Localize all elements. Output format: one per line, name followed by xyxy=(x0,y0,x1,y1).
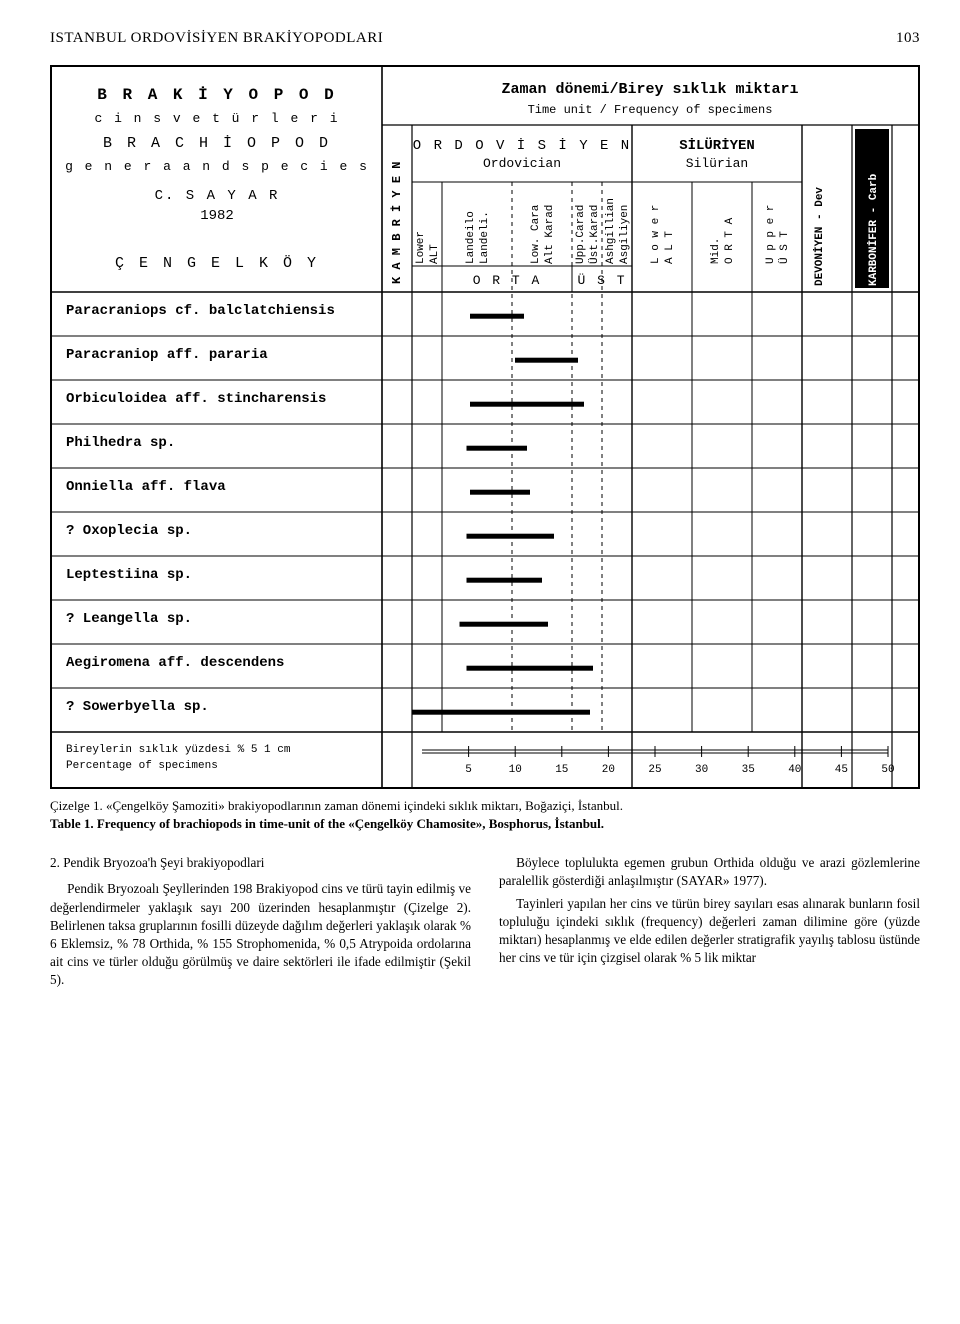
svg-text:Time unit / Frequency of: Time unit / Frequency of specimens xyxy=(528,103,773,117)
svg-text:40: 40 xyxy=(788,764,801,776)
svg-text:Ü S T: Ü S T xyxy=(778,231,791,264)
figure-caption: Çizelge 1. «Çengelköy Şamoziti» brakiyop… xyxy=(50,797,920,832)
svg-text:Zaman dönemi/Birey sıklık mikt: Zaman dönemi/Birey sıklık miktarı xyxy=(501,81,798,98)
paragraph: Tayinleri yapılan her cins ve türün bire… xyxy=(499,895,920,968)
svg-text:1982: 1982 xyxy=(200,208,234,224)
svg-text:10: 10 xyxy=(509,764,522,776)
svg-text:? Leangella sp.: ? Leangella sp. xyxy=(66,611,192,627)
svg-text:5: 5 xyxy=(465,764,472,776)
svg-text:Alt Karad: Alt Karad xyxy=(544,205,556,264)
svg-text:Üst.Karad: Üst.Karad xyxy=(588,205,601,264)
svg-text:ALT: ALT xyxy=(429,244,441,264)
svg-text:Philhedra sp.: Philhedra sp. xyxy=(66,435,175,451)
svg-text:L o w e r: L o w e r xyxy=(650,205,662,264)
svg-text:? Oxoplecia sp.: ? Oxoplecia sp. xyxy=(66,523,192,539)
svg-text:Ashgillian: Ashgillian xyxy=(605,198,617,264)
svg-text:Upp.Carad: Upp.Carad xyxy=(575,205,587,264)
svg-text:? Sowerbyella sp.: ? Sowerbyella sp. xyxy=(66,699,209,715)
page-number: 103 xyxy=(896,30,920,47)
svg-text:Low. Cara: Low. Cara xyxy=(530,204,542,264)
svg-text:Bireylerin sıklık yüzdesi: Bireylerin sıklık yüzdesi % 5 1 cm xyxy=(66,744,291,756)
svg-text:Ordovician: Ordovician xyxy=(483,156,561,171)
svg-text:O R D O V İ S İ Y E N: O R D O V İ S İ Y E N xyxy=(413,136,631,154)
svg-text:SİLÜRİYEN: SİLÜRİYEN xyxy=(679,137,755,154)
svg-text:A L T: A L T xyxy=(664,231,676,264)
svg-text:Paracraniop aff. pararia: Paracraniop aff. pararia xyxy=(66,347,268,363)
svg-text:15: 15 xyxy=(555,764,568,776)
svg-text:Aegiromena aff. descendens: Aegiromena aff. descendens xyxy=(66,655,284,671)
svg-text:B R A K İ Y O P O D: B R A K İ Y O P O D xyxy=(97,86,336,104)
svg-text:Orbiculoidea aff. stincharensi: Orbiculoidea aff. stincharensis xyxy=(66,391,326,407)
range-chart: B R A K İ Y O P O D c i n s v e t ü r l e… xyxy=(52,67,918,787)
svg-text:25: 25 xyxy=(648,764,661,776)
svg-text:c i n s v e t ü r l e r i: c i n s v e t ü r l e r i xyxy=(94,111,339,126)
svg-text:g e n e r a a n d s p e c: g e n e r a a n d s p e c i e s xyxy=(65,159,369,174)
running-head: ISTANBUL ORDOVİSİYEN BRAKİYOPODLARI 103 xyxy=(50,30,920,47)
svg-text:Landeilo: Landeilo xyxy=(465,211,477,264)
svg-text:K A M B R İ Y E N: K A M B R İ Y E N xyxy=(389,162,404,284)
svg-text:Leptestiina sp.: Leptestiina sp. xyxy=(66,567,192,583)
svg-text:Onniella aff. flava: Onniella aff. flava xyxy=(66,479,226,495)
svg-text:45: 45 xyxy=(835,764,848,776)
svg-text:Percentage of specimens: Percentage of specimens xyxy=(66,760,218,772)
body-text: 2. Pendik Bryozoa'h Şeyi brakiyopodlari … xyxy=(50,854,920,994)
svg-text:Lower: Lower xyxy=(415,231,427,264)
svg-text:Ü S T: Ü S T xyxy=(577,273,626,288)
running-title: ISTANBUL ORDOVİSİYEN BRAKİYOPODLARI xyxy=(50,30,383,47)
svg-text:O R T A: O R T A xyxy=(724,217,736,264)
svg-text:O R T A: O R T A xyxy=(473,273,542,288)
svg-text:Ç E N G E L K Ö Y: Ç E N G E L K Ö Y xyxy=(115,254,319,272)
svg-text:DEVONİYEN - Dev: DEVONİYEN - Dev xyxy=(813,187,826,286)
svg-text:C. S A Y A R: C. S A Y A R xyxy=(155,188,280,204)
caption-line-en: Table 1. Frequency of brachiopods in tim… xyxy=(50,815,920,833)
svg-text:30: 30 xyxy=(695,764,708,776)
figure-frame: B R A K İ Y O P O D c i n s v e t ü r l e… xyxy=(50,65,920,789)
svg-text:U p p e r: U p p e r xyxy=(765,205,777,264)
svg-text:Asgiliyen: Asgiliyen xyxy=(619,205,631,264)
paragraph: Pendik Bryozoalı Şeyllerinden 198 Brakiy… xyxy=(50,880,471,989)
caption-line-tr: Çizelge 1. «Çengelköy Şamoziti» brakiyop… xyxy=(50,797,920,815)
svg-text:Paracraniops cf. balclatchiens: Paracraniops cf. balclatchiensis xyxy=(66,303,335,319)
svg-text:20: 20 xyxy=(602,764,615,776)
svg-text:Mid.: Mid. xyxy=(710,238,722,264)
svg-text:B R A C H İ O P O D: B R A C H İ O P O D xyxy=(103,134,331,152)
svg-text:Landeli.: Landeli. xyxy=(479,211,491,264)
left-column: 2. Pendik Bryozoa'h Şeyi brakiyopodlari … xyxy=(50,854,471,994)
section-heading: 2. Pendik Bryozoa'h Şeyi brakiyopodlari xyxy=(50,854,471,872)
page: ISTANBUL ORDOVİSİYEN BRAKİYOPODLARI 103 … xyxy=(0,0,960,1324)
svg-text:35: 35 xyxy=(742,764,755,776)
svg-text:50: 50 xyxy=(881,764,894,776)
right-column: Böylece toplulukta egemen grubun Orthida… xyxy=(499,854,920,994)
svg-text:Silürian: Silürian xyxy=(686,156,748,171)
paragraph: Böylece toplulukta egemen grubun Orthida… xyxy=(499,854,920,890)
svg-text:KARBONİFER - Carb: KARBONİFER - Carb xyxy=(867,173,880,286)
